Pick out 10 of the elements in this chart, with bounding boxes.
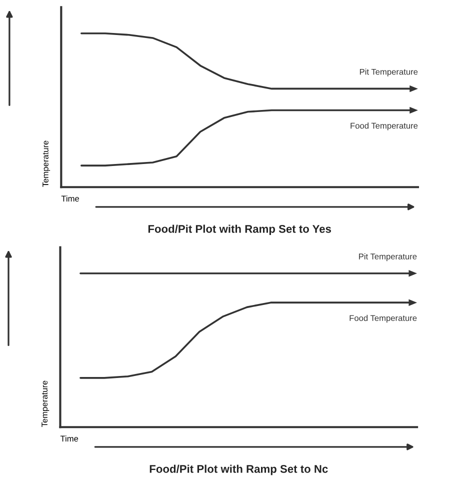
x-axis-title: Time xyxy=(60,435,78,442)
y-axis-title: Temperature xyxy=(42,380,50,427)
text: Food/Pit Plot with Ramp Set to Yes xyxy=(148,224,332,236)
series-label: Pit Temperature xyxy=(359,253,417,262)
y-axis-title: Temperature xyxy=(42,140,50,187)
series-label: Food Temperature xyxy=(350,314,417,323)
series-label: Food Temperature xyxy=(350,122,418,130)
text: Food/Pit Plot with Ramp Set to Nc xyxy=(150,464,328,476)
series-label: Pit Temperature xyxy=(360,68,418,76)
x-axis-title: Time xyxy=(61,195,80,202)
